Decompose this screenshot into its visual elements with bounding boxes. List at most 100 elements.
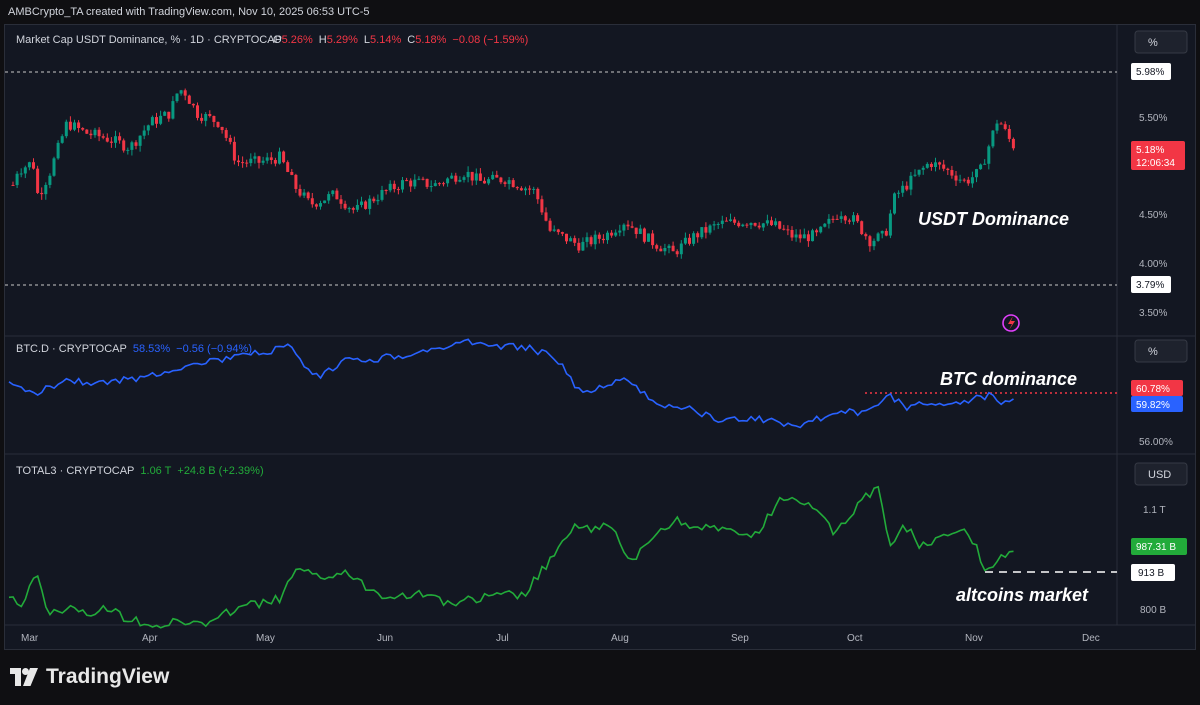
footer: [0, 650, 1200, 705]
candle-body: [343, 203, 347, 209]
usdt-unit-button[interactable]: %: [1134, 30, 1188, 54]
candle-body: [524, 188, 527, 191]
candle-body: [413, 179, 417, 187]
btc-annotation[interactable]: BTC dominance: [940, 369, 1077, 389]
month-label: Jul: [496, 633, 509, 644]
candle-body: [105, 137, 109, 142]
candle-body: [405, 180, 409, 182]
candle-body: [909, 175, 913, 190]
month-label: Apr: [142, 633, 158, 644]
candle-body: [946, 168, 950, 171]
candle-body: [298, 188, 302, 196]
candle-body: [716, 223, 720, 225]
total3-line[interactable]: [8, 485, 1014, 629]
candle-body: [856, 215, 860, 222]
candle-body: [388, 183, 392, 191]
candle-body: [704, 227, 708, 233]
price-tick-label: 3.50%: [1139, 308, 1167, 319]
c-label: C: [407, 34, 415, 46]
candle-body: [253, 156, 257, 159]
candle-body: [327, 194, 331, 201]
candle-body: [401, 180, 404, 190]
total3-legend[interactable]: TOTAL3 · CRYPTOCAP 1.06 T +24.8 B (+2.39%): [16, 465, 264, 477]
candle-body: [450, 175, 454, 179]
candle-body: [774, 221, 778, 226]
candle-body: [560, 232, 564, 234]
tradingview-logo[interactable]: TradingView: [10, 664, 169, 690]
chart-canvas[interactable]: Market Cap USDT Dominance, % · 1D · CRYP…: [5, 25, 1195, 649]
candle-body: [458, 179, 462, 182]
candle-body: [696, 233, 700, 238]
candle-body: [921, 167, 925, 170]
l-label: L: [364, 34, 370, 46]
candle-body: [929, 163, 933, 168]
candle-body: [380, 190, 384, 200]
candle-body: [376, 199, 380, 202]
btc-unit-button[interactable]: %: [1134, 339, 1188, 363]
chart-frame[interactable]: Market Cap USDT Dominance, % · 1D · CRYP…: [4, 24, 1196, 650]
candle-body: [273, 159, 277, 164]
candle-body: [265, 157, 269, 161]
total3-unit-button[interactable]: USD: [1134, 462, 1188, 486]
candle-body: [44, 184, 48, 195]
candle-body: [819, 226, 823, 233]
btc-legend[interactable]: BTC.D · CRYPTOCAP 58.53% −0.56 (−0.94%): [16, 343, 252, 355]
total3-value: 1.06 T: [140, 465, 171, 477]
candle-body: [839, 216, 843, 219]
h-label: H: [319, 34, 327, 46]
usdt-low-tag-text: 3.79%: [1136, 280, 1164, 291]
candle-body: [155, 117, 158, 124]
usdt-change: −0.08 (−1.59%): [452, 34, 528, 46]
candle-body: [228, 137, 232, 142]
usdt-low-tag: 3.79%: [1131, 276, 1171, 293]
candle-body: [999, 123, 1003, 125]
candle-body: [245, 162, 249, 164]
candle-body: [913, 174, 917, 176]
candle-body: [212, 116, 216, 122]
candle-body: [68, 121, 72, 130]
total3-level-tag: 913 B: [1131, 564, 1175, 581]
candle-body: [355, 204, 359, 210]
btc-symbol[interactable]: BTC.D · CRYPTOCAP: [16, 343, 127, 355]
candle-body: [778, 221, 782, 229]
candle-body: [806, 234, 810, 242]
candle-body: [753, 222, 757, 226]
candle-body: [995, 123, 999, 131]
candle-body: [823, 223, 827, 227]
candle-body: [581, 241, 585, 251]
candle-body: [511, 180, 515, 188]
price-tick-label: 5.50%: [1139, 113, 1167, 124]
btc-dominance-line[interactable]: [8, 338, 1014, 429]
candle-body: [40, 192, 44, 195]
candle-body: [446, 178, 450, 184]
usdt-annotation[interactable]: USDT Dominance: [918, 209, 1069, 229]
candle-body: [101, 136, 105, 138]
candle-body: [237, 160, 240, 163]
candle-body: [146, 125, 150, 131]
candle-body: [474, 173, 478, 181]
usdt-countdown-text: 12:06:34: [1136, 158, 1175, 169]
candle-body: [491, 174, 495, 180]
usdt-high-tag-text: 5.98%: [1136, 67, 1164, 78]
time-axis[interactable]: Mar Apr May Jun Jul Aug Sep Oct Nov Dec: [21, 633, 1100, 644]
candle-body: [589, 237, 593, 245]
candle-body: [868, 236, 872, 247]
candle-body: [454, 175, 458, 182]
h-value: 5.29%: [327, 34, 358, 46]
total3-annotation[interactable]: altcoins market: [956, 585, 1089, 605]
usdt-legend[interactable]: Market Cap USDT Dominance, % · 1D · CRYP…: [16, 34, 528, 46]
candle-body: [150, 117, 154, 126]
candle-body: [52, 158, 56, 176]
candle-body: [118, 136, 122, 141]
candle-body: [142, 130, 146, 136]
candle-body: [569, 238, 573, 242]
total3-symbol[interactable]: TOTAL3 · CRYPTOCAP: [16, 465, 134, 477]
candle-body: [897, 192, 901, 194]
candle-body: [552, 229, 556, 231]
candle-body: [310, 198, 314, 205]
tradingview-logo-icon: [10, 668, 38, 686]
lightning-alert-icon[interactable]: [1002, 314, 1020, 332]
candle-body: [852, 215, 855, 222]
usdt-symbol[interactable]: Market Cap USDT Dominance, % · 1D · CRYP…: [16, 34, 282, 46]
candle-body: [437, 183, 441, 185]
